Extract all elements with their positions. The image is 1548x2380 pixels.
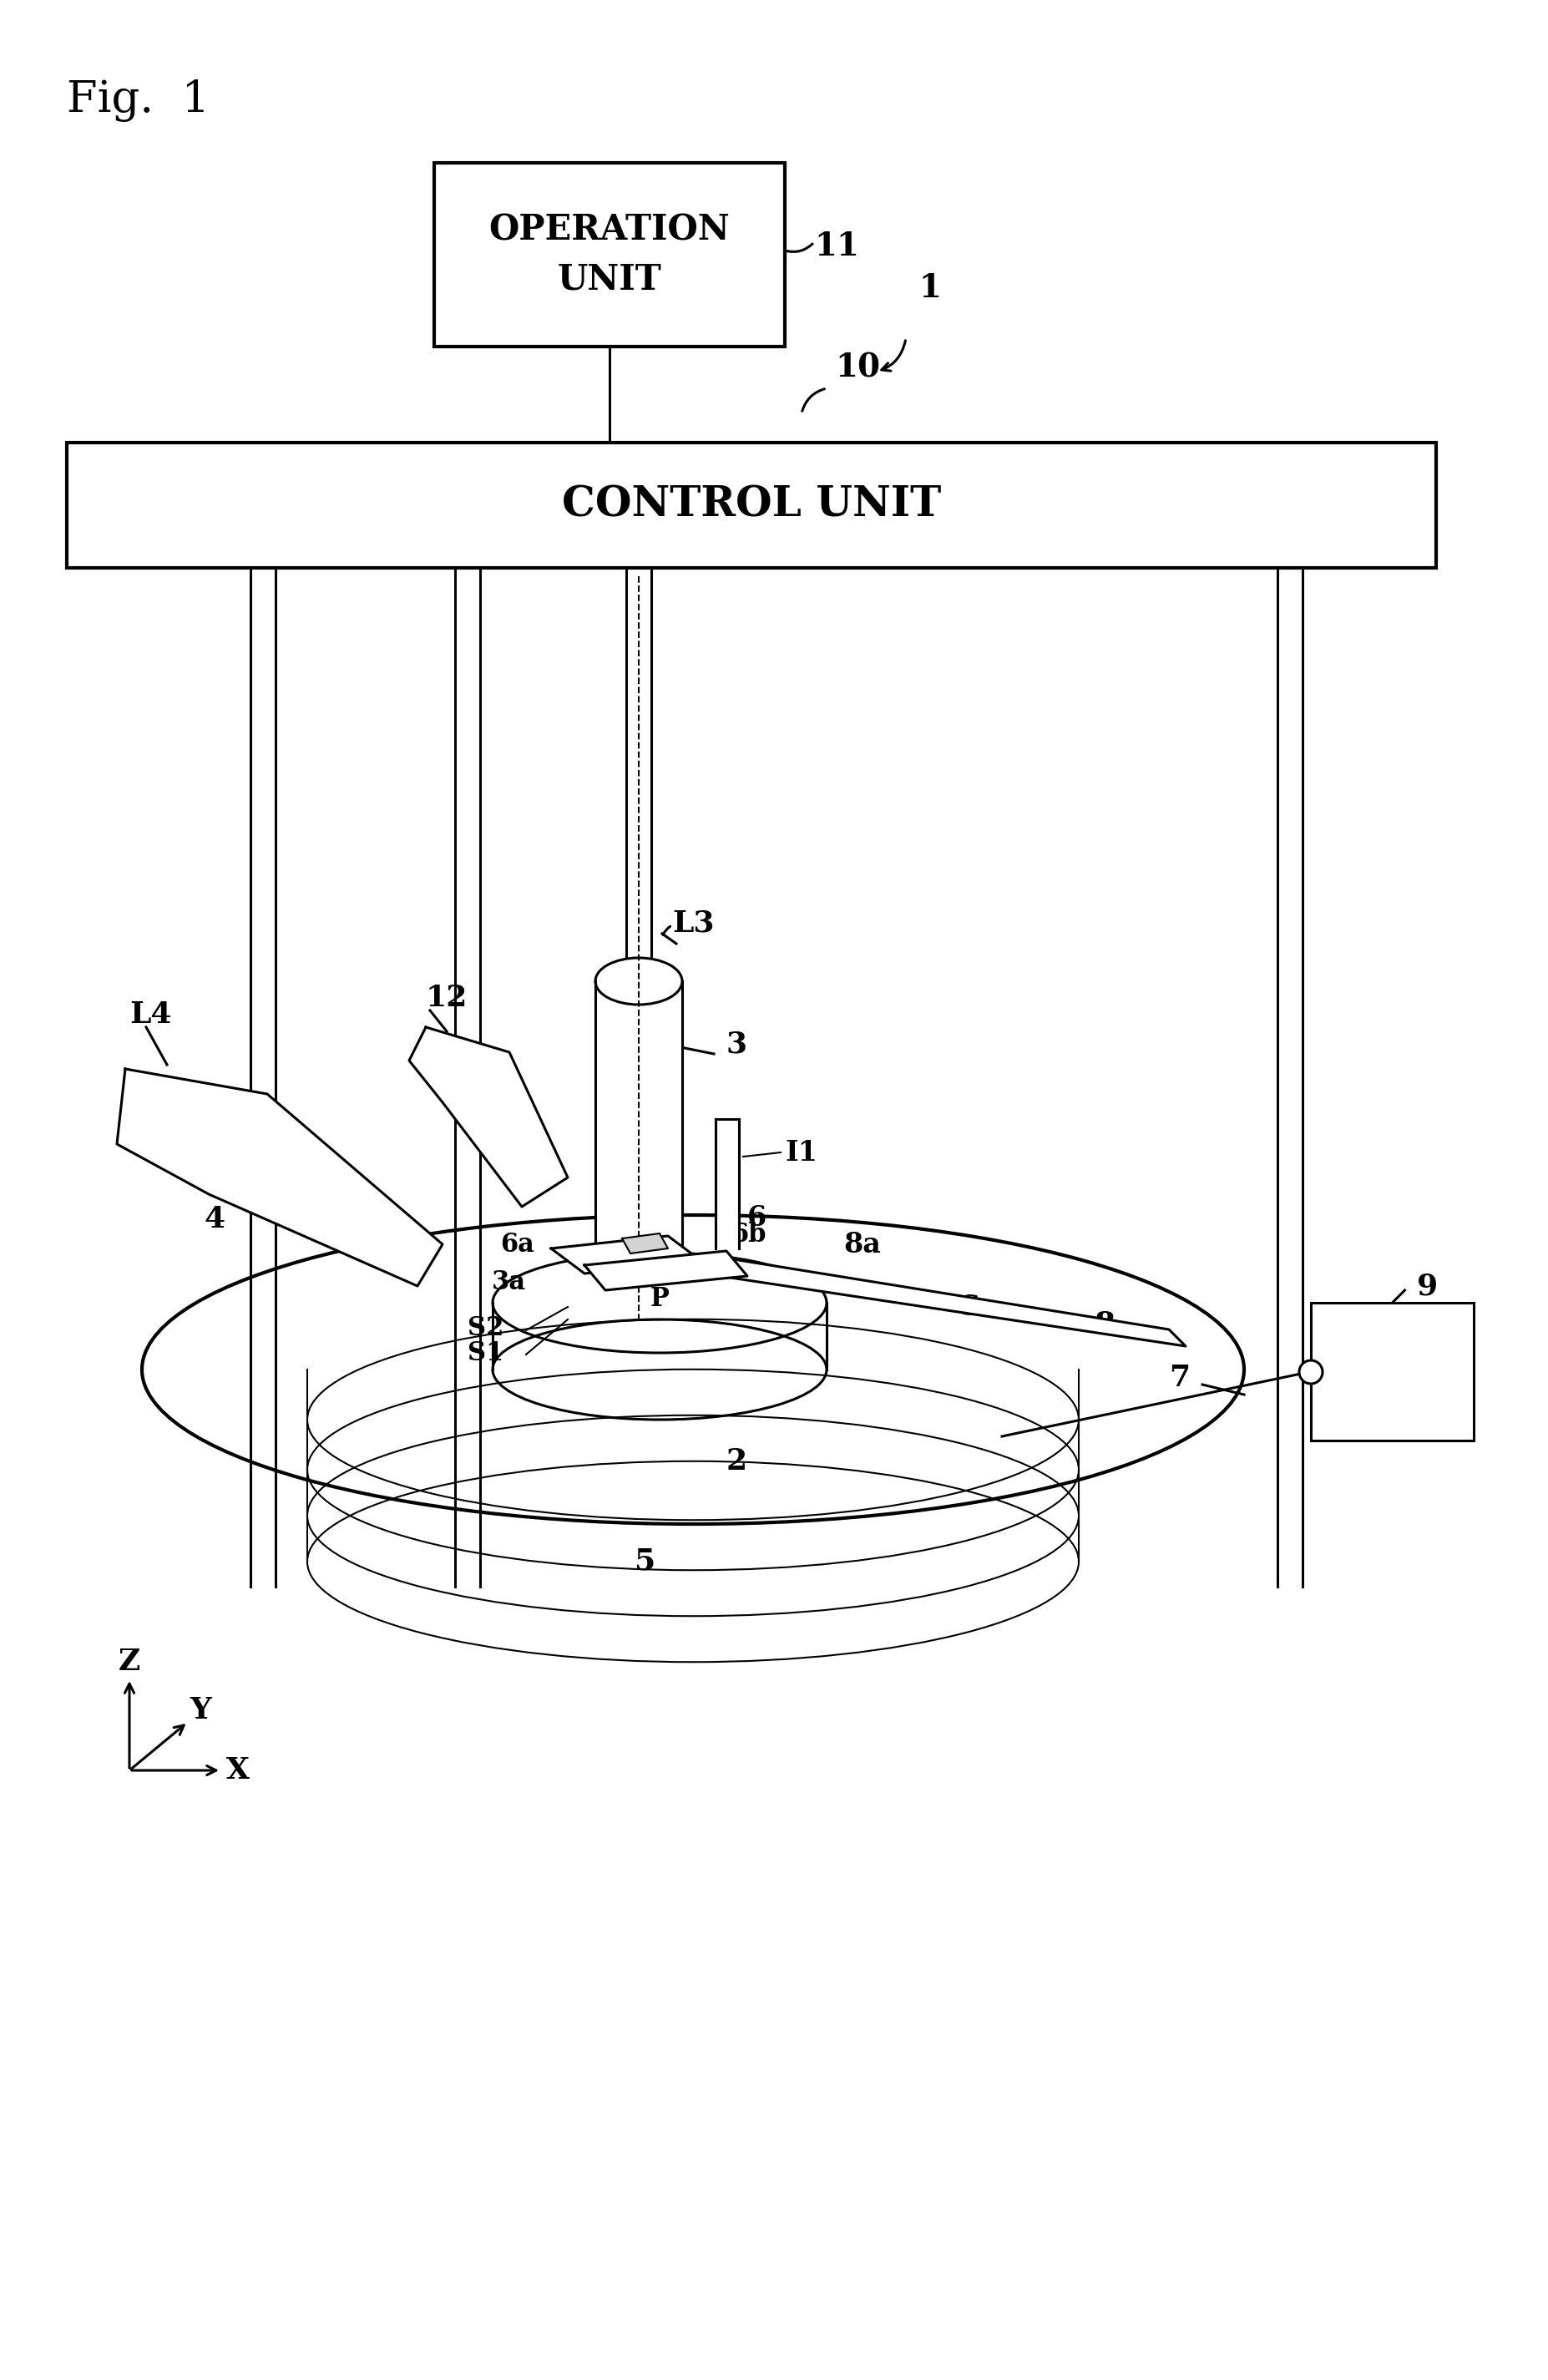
Bar <box>715 1119 738 1250</box>
FancyArrowPatch shape <box>663 926 670 935</box>
Text: E: E <box>625 1240 647 1266</box>
Text: 6a: 6a <box>500 1230 534 1257</box>
Text: I1: I1 <box>785 1138 817 1166</box>
Text: Y: Y <box>190 1697 211 1726</box>
Text: S: S <box>960 1292 980 1321</box>
Polygon shape <box>118 1069 443 1285</box>
Bar <box>1311 1302 1474 1440</box>
Text: 11: 11 <box>814 231 859 262</box>
Text: 7: 7 <box>1169 1364 1190 1392</box>
Text: 3: 3 <box>726 1031 748 1059</box>
Bar <box>596 981 683 1278</box>
Text: L4: L4 <box>130 1000 172 1028</box>
Text: 2: 2 <box>726 1447 748 1476</box>
Text: OPERATION
UNIT: OPERATION UNIT <box>489 212 731 298</box>
Text: 4: 4 <box>204 1204 226 1233</box>
Text: 6: 6 <box>748 1204 766 1230</box>
Text: 8: 8 <box>1094 1309 1115 1338</box>
Ellipse shape <box>1299 1361 1322 1383</box>
Text: 3a: 3a <box>492 1269 526 1295</box>
Text: 10: 10 <box>834 352 881 383</box>
FancyArrowPatch shape <box>802 388 825 412</box>
Text: 1: 1 <box>918 271 941 305</box>
FancyArrowPatch shape <box>881 340 906 371</box>
Text: 8a: 8a <box>844 1230 881 1259</box>
Text: S2: S2 <box>467 1314 503 1340</box>
Text: L3: L3 <box>672 909 714 938</box>
Text: 6b: 6b <box>731 1221 766 1247</box>
Text: Fig.  1: Fig. 1 <box>67 79 211 121</box>
Text: CONTROL UNIT: CONTROL UNIT <box>562 486 941 526</box>
Text: 5: 5 <box>635 1547 656 1576</box>
Bar <box>433 162 785 347</box>
Text: X: X <box>226 1756 249 1785</box>
Ellipse shape <box>596 957 683 1004</box>
Bar <box>67 443 1437 569</box>
Text: Z: Z <box>119 1647 141 1676</box>
Polygon shape <box>585 1252 748 1290</box>
Polygon shape <box>718 1257 1186 1347</box>
Polygon shape <box>409 1028 568 1207</box>
Text: 9: 9 <box>1418 1271 1438 1299</box>
Polygon shape <box>622 1233 667 1254</box>
Polygon shape <box>551 1235 701 1273</box>
Text: 12: 12 <box>426 983 467 1012</box>
FancyArrowPatch shape <box>786 243 813 252</box>
Text: S1: S1 <box>467 1340 503 1366</box>
Text: P: P <box>650 1285 669 1311</box>
